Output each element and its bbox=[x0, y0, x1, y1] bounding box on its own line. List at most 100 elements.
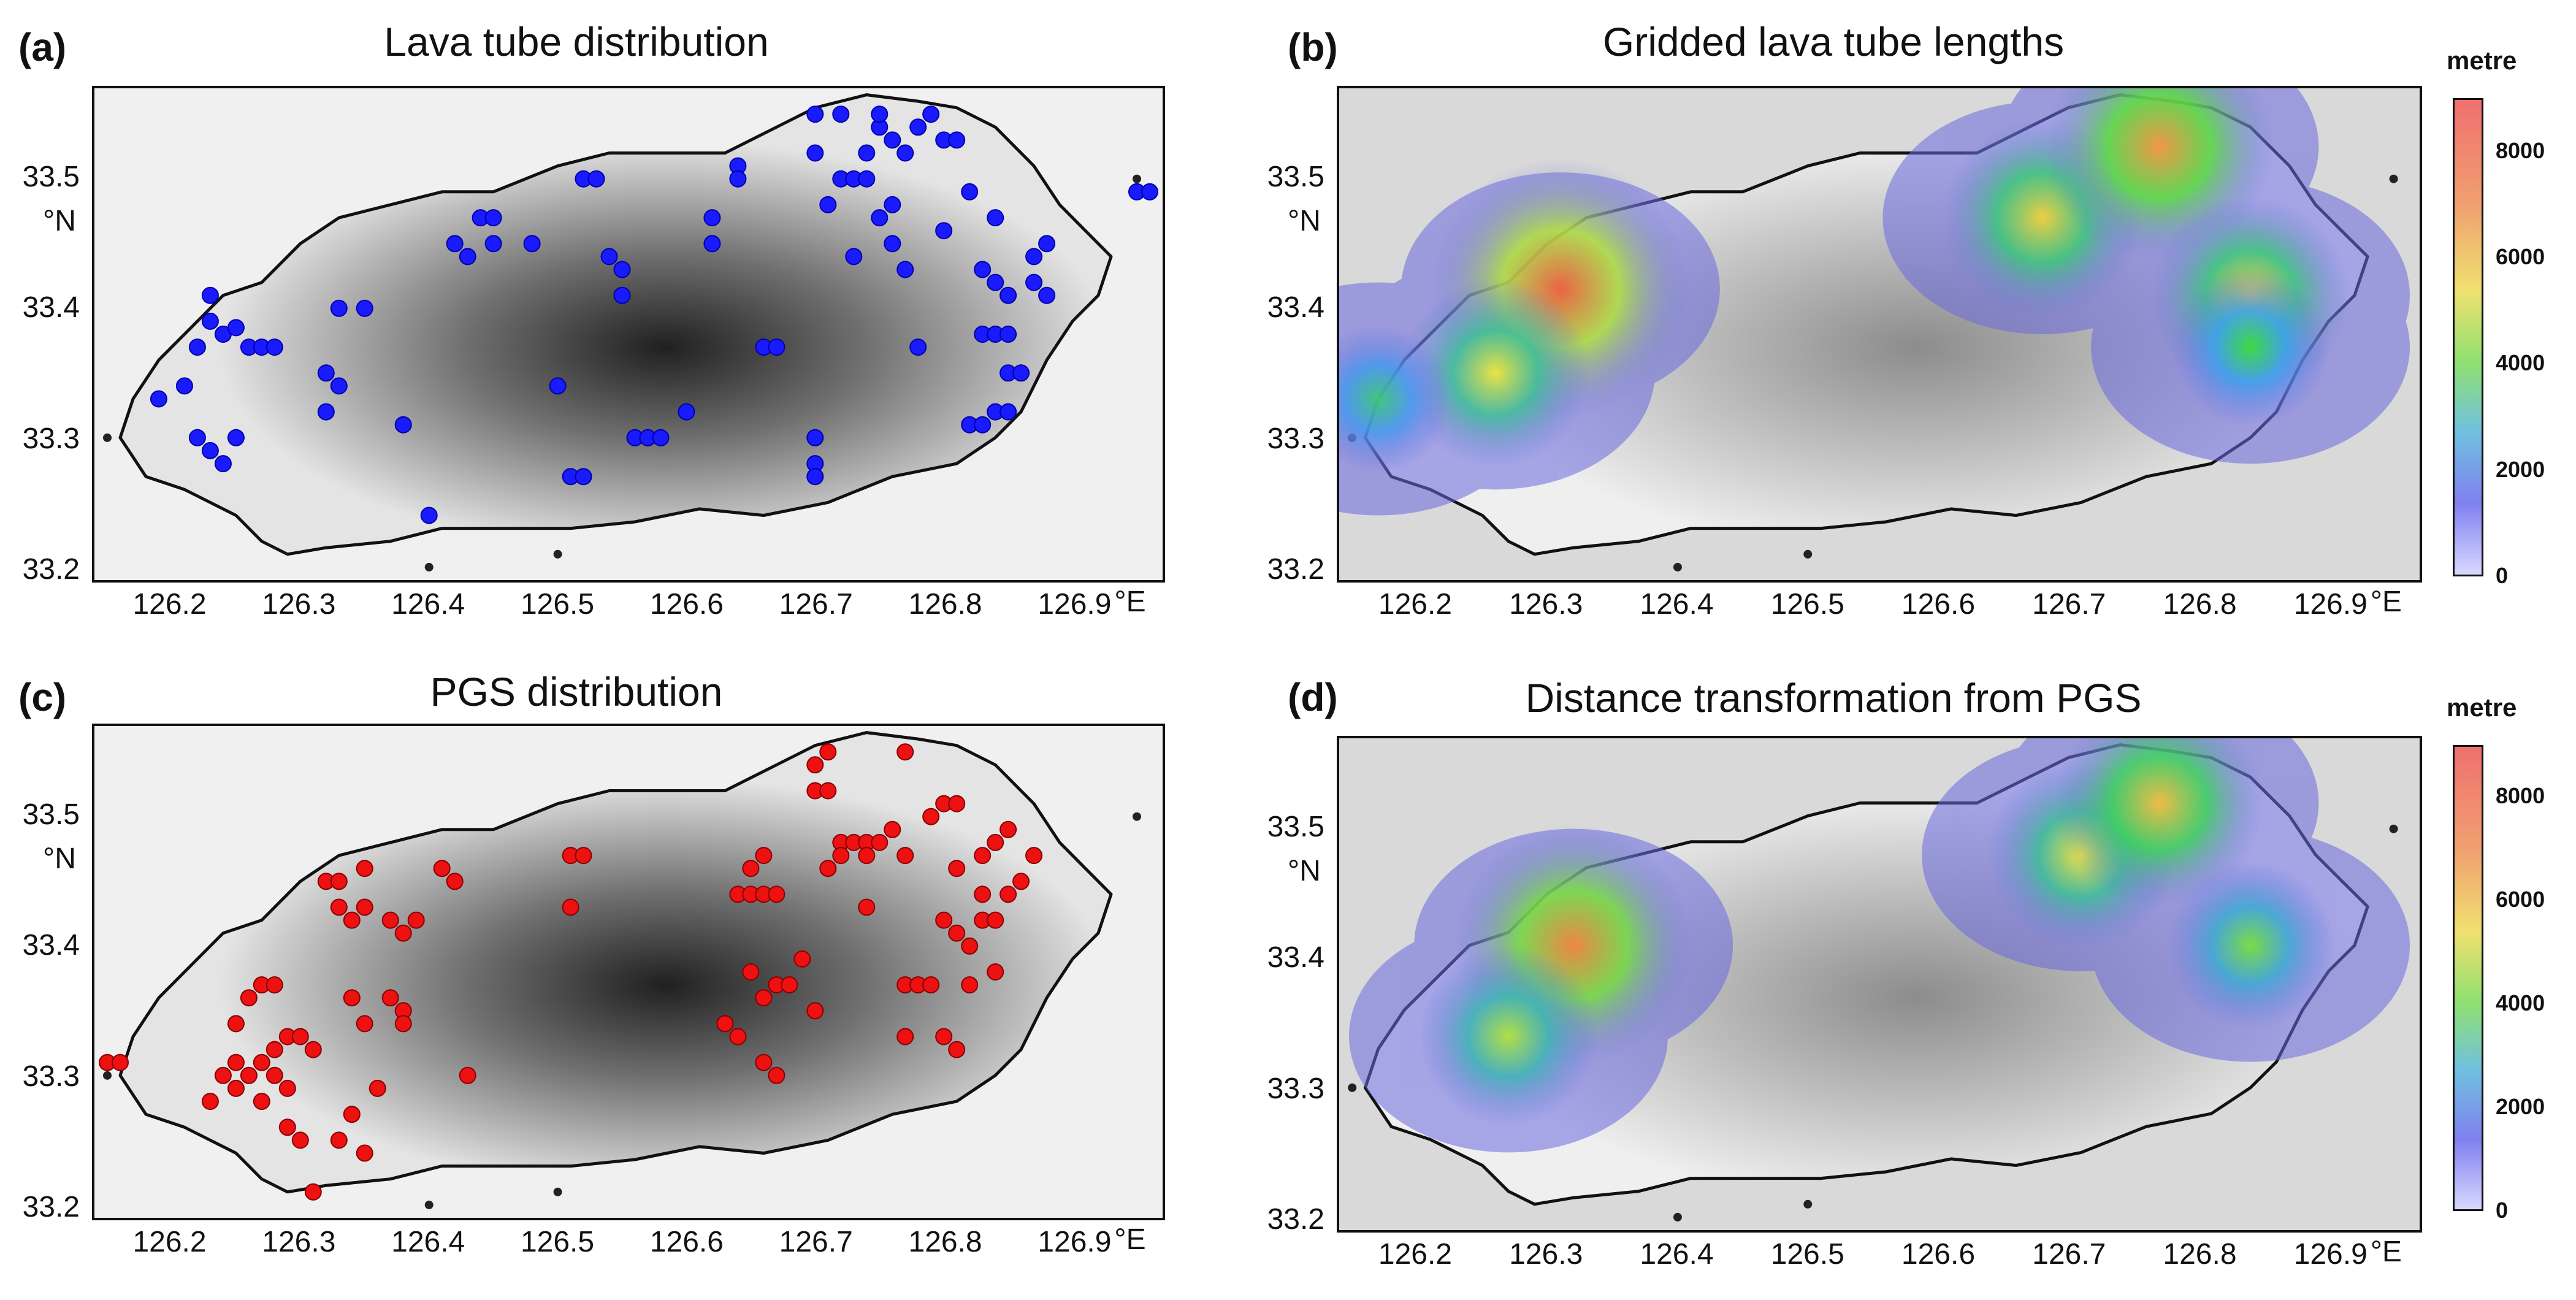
islet bbox=[553, 549, 562, 559]
data-point bbox=[613, 286, 631, 304]
x-tick-label: 126.4 bbox=[1640, 1238, 1714, 1271]
data-point bbox=[175, 377, 193, 395]
data-point bbox=[703, 209, 721, 227]
x-tick-label: 126.5 bbox=[520, 1226, 595, 1258]
x-tick-label: 126.9 bbox=[1038, 1226, 1112, 1258]
map-frame bbox=[92, 86, 1165, 583]
data-point bbox=[999, 286, 1017, 304]
y-tick-label: 33.5 bbox=[1267, 811, 1324, 844]
data-point bbox=[742, 963, 760, 981]
heat-hotspot bbox=[2165, 860, 2336, 1031]
map-frame bbox=[1337, 86, 2422, 583]
islet bbox=[424, 562, 434, 572]
y-tick-label: 33.2 bbox=[1267, 552, 1324, 586]
data-point bbox=[948, 1041, 966, 1058]
x-tick-label: 126.9 bbox=[2293, 588, 2368, 621]
x-tick-label: 126.7 bbox=[779, 588, 853, 621]
data-point bbox=[858, 898, 876, 916]
data-point bbox=[330, 873, 348, 890]
data-point bbox=[935, 1028, 953, 1046]
data-point bbox=[420, 507, 438, 524]
colorbar-tick-label: 2000 bbox=[2496, 1094, 2545, 1120]
data-point bbox=[266, 976, 283, 994]
data-point bbox=[356, 898, 373, 916]
panel-title: Distance transformation from PGS bbox=[1525, 675, 2142, 721]
data-point bbox=[484, 209, 502, 227]
data-point bbox=[819, 743, 837, 761]
x-tick-label: 126.6 bbox=[1901, 1238, 1976, 1271]
data-point bbox=[935, 911, 953, 929]
data-point bbox=[446, 235, 464, 253]
data-point bbox=[317, 364, 335, 382]
data-point bbox=[832, 847, 850, 865]
data-point bbox=[935, 222, 953, 240]
data-point bbox=[317, 403, 335, 421]
y-tick-label: 33.3 bbox=[22, 1060, 80, 1093]
data-point bbox=[768, 1066, 785, 1084]
x-tick-label: 126.4 bbox=[391, 1226, 465, 1258]
islet bbox=[1803, 1199, 1813, 1209]
y-tick-label: 33.2 bbox=[22, 1190, 80, 1223]
data-point bbox=[1025, 847, 1043, 865]
data-point bbox=[278, 1079, 296, 1097]
data-point bbox=[755, 847, 773, 865]
panel-c: (c) PGS distribution bbox=[0, 650, 1288, 1300]
data-point bbox=[1038, 286, 1056, 304]
data-point bbox=[459, 248, 476, 266]
data-point bbox=[201, 1093, 219, 1111]
x-tick-label: 126.2 bbox=[132, 1226, 207, 1258]
data-point bbox=[330, 299, 348, 317]
data-point bbox=[291, 1028, 309, 1046]
islet bbox=[2389, 174, 2398, 183]
data-point bbox=[227, 1015, 245, 1033]
data-point bbox=[214, 1066, 232, 1084]
heat-hotspot bbox=[1418, 946, 1599, 1126]
colorbar-title: metre bbox=[2447, 46, 2517, 75]
data-point bbox=[884, 131, 901, 149]
data-point bbox=[793, 950, 811, 968]
x-tick-label: 126.7 bbox=[779, 1226, 853, 1258]
colorbar-tick-label: 6000 bbox=[2496, 244, 2545, 269]
data-point bbox=[806, 1002, 824, 1020]
data-point bbox=[214, 455, 232, 473]
data-point bbox=[806, 468, 824, 486]
heat-hotspot bbox=[2054, 738, 2265, 909]
x-tick-label: 126.9 bbox=[2293, 1238, 2368, 1271]
y-tick-label: 33.3 bbox=[22, 422, 80, 455]
data-point bbox=[987, 963, 1004, 981]
data-point bbox=[356, 1144, 373, 1162]
x-tick-label: 126.5 bbox=[1770, 1238, 1844, 1271]
x-tick-label: 126.2 bbox=[1378, 1238, 1452, 1271]
data-point bbox=[961, 183, 979, 201]
data-point bbox=[678, 403, 695, 421]
data-point bbox=[974, 847, 992, 865]
panel-label: (a) bbox=[18, 25, 67, 69]
islet bbox=[102, 433, 112, 442]
data-point bbox=[961, 937, 979, 955]
data-point bbox=[613, 261, 631, 278]
data-point bbox=[729, 170, 747, 188]
panel-label: (d) bbox=[1288, 675, 1338, 719]
islet bbox=[102, 1071, 112, 1080]
data-point bbox=[729, 1028, 747, 1046]
panel-a: (a) Lava tube distribution bbox=[0, 0, 1288, 650]
data-point bbox=[909, 118, 927, 136]
data-point bbox=[240, 1066, 258, 1084]
x-tick-label: 126.8 bbox=[2163, 1238, 2237, 1271]
panel-title: Lava tube distribution bbox=[384, 19, 769, 64]
data-point bbox=[871, 105, 889, 123]
y-tick-label: 33.5 bbox=[1267, 161, 1324, 194]
map-svg bbox=[102, 93, 1158, 572]
x-tick-label: 126.6 bbox=[1901, 588, 1976, 621]
data-point bbox=[948, 795, 966, 812]
data-point bbox=[227, 1053, 245, 1071]
y-tick-label: 33.4 bbox=[22, 929, 80, 962]
data-point bbox=[201, 286, 219, 304]
data-point bbox=[343, 911, 361, 929]
data-point bbox=[652, 429, 670, 446]
data-point bbox=[806, 756, 824, 774]
x-tick-label: 126.2 bbox=[132, 588, 207, 621]
islet bbox=[553, 1187, 562, 1196]
data-point bbox=[459, 1066, 476, 1084]
y-tick-label: 33.5 bbox=[22, 798, 80, 832]
